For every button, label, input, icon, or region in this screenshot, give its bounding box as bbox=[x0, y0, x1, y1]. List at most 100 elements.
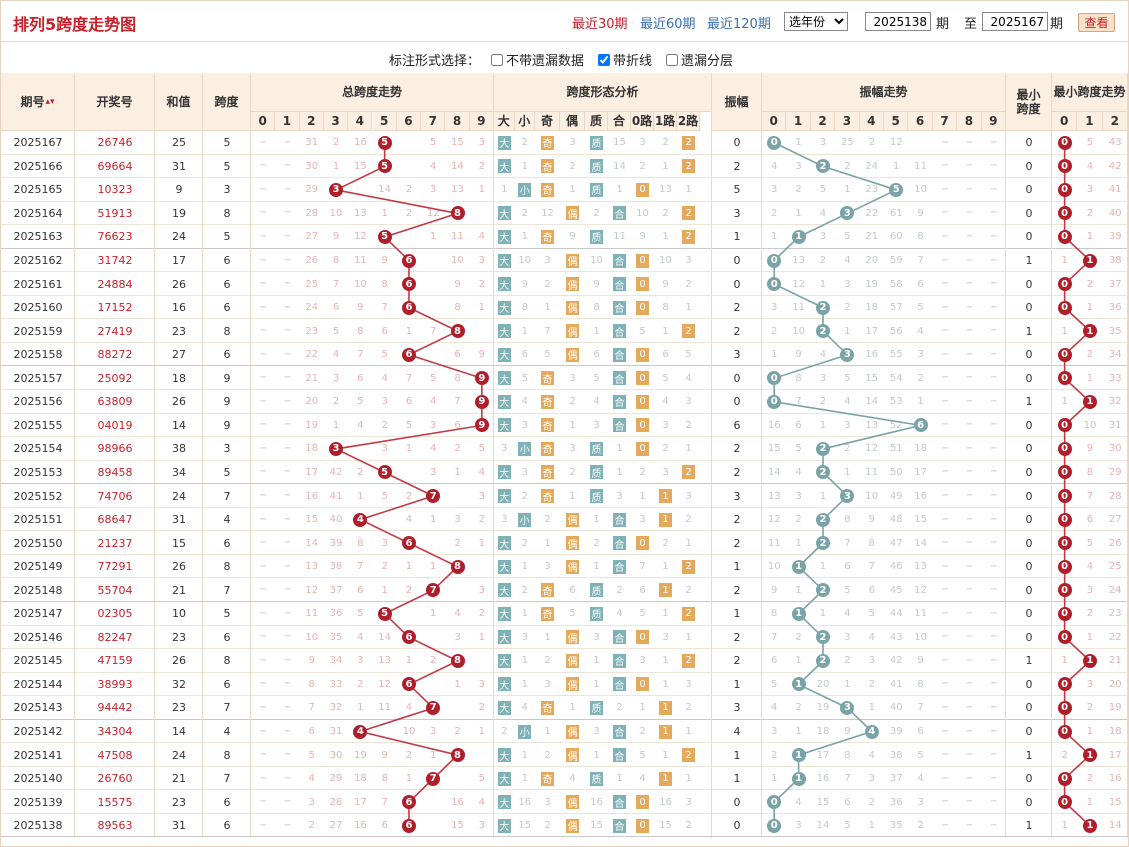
amp-trend-cell: 46 bbox=[884, 555, 908, 579]
shape-cell: 1 bbox=[535, 296, 560, 320]
shape-cell: 合 bbox=[608, 296, 631, 320]
shape-cell: 奇 bbox=[535, 178, 560, 202]
shape-cell: 3 bbox=[585, 626, 608, 650]
shape-cell: 大 bbox=[494, 131, 515, 155]
span-trend-cell: 28 bbox=[324, 790, 348, 814]
shape-cell: 1 bbox=[515, 555, 536, 579]
min-miss: 4 bbox=[1086, 561, 1094, 573]
amp-trend-cell: 58 bbox=[884, 272, 908, 296]
amp-miss: 2 bbox=[868, 137, 875, 149]
amp-value: 2 bbox=[733, 301, 741, 315]
road-tag-miss: 1 bbox=[662, 608, 669, 620]
amp-trend-cell: ━ bbox=[982, 790, 1006, 814]
min-span-value: 0 bbox=[1025, 701, 1033, 715]
span-trend-cell: 26 bbox=[300, 249, 324, 273]
query-button[interactable]: 查看 bbox=[1078, 13, 1115, 32]
option-polyline[interactable]: 带折线 bbox=[598, 50, 652, 69]
amp-miss: 41 bbox=[889, 678, 903, 690]
span-trend-cell: 12 bbox=[348, 225, 372, 249]
issue-header-label[interactable]: 期号 bbox=[20, 94, 45, 109]
amp-miss: 5 bbox=[844, 231, 851, 243]
amp-trend-cell: 9 bbox=[860, 508, 884, 532]
amp-digit-header: 9 bbox=[981, 112, 1006, 131]
min-span-value: 0 bbox=[1025, 442, 1033, 456]
amp-dash: ━ bbox=[942, 750, 948, 761]
year-select[interactable]: 选年份 bbox=[784, 12, 848, 31]
amp-digit-header: 6 bbox=[908, 112, 933, 131]
span-dash: ━ bbox=[284, 231, 291, 242]
amp-miss: 2 bbox=[844, 302, 851, 314]
span-miss: 7 bbox=[405, 372, 413, 384]
shape-cell: 质 bbox=[585, 437, 608, 461]
even-tag-miss: 3 bbox=[569, 372, 576, 384]
span-miss: 42 bbox=[329, 466, 343, 478]
span-trend-cell: 38 bbox=[324, 555, 348, 579]
road-tag: 0 bbox=[636, 300, 649, 315]
road-tag-miss: 1 bbox=[685, 726, 692, 737]
span-miss: 1 bbox=[478, 631, 486, 643]
sum-value: 23 bbox=[172, 324, 186, 338]
span-miss: 6 bbox=[381, 325, 388, 337]
span-trend-cell: 2 bbox=[397, 743, 421, 767]
period-60-link[interactable]: 最近60期 bbox=[640, 17, 696, 32]
amp-miss: 12 bbox=[865, 443, 879, 455]
shape-cell: 5 bbox=[560, 602, 585, 626]
amp-miss: 1 bbox=[771, 773, 778, 785]
draw-number: 74706 bbox=[97, 489, 133, 503]
min-trend-cell: 9 bbox=[1077, 437, 1102, 461]
span-trend-cell: 5 bbox=[421, 131, 445, 155]
span-miss: 40 bbox=[329, 514, 343, 526]
span-dash: ━ bbox=[260, 420, 266, 431]
span-value: 5 bbox=[223, 159, 231, 173]
amp-miss: 1 bbox=[795, 584, 802, 596]
to-issue-input[interactable] bbox=[982, 12, 1048, 31]
span-value: 4 bbox=[223, 513, 231, 527]
from-issue-input[interactable] bbox=[865, 12, 931, 31]
amp-trend-cell: 12 bbox=[786, 272, 810, 296]
option-layer[interactable]: 遗漏分层 bbox=[666, 50, 733, 69]
span-trend-cell: 2 bbox=[421, 649, 445, 673]
shape-cell: 10 bbox=[654, 249, 677, 273]
span-miss: 2 bbox=[381, 561, 388, 573]
period-120-link[interactable]: 最近120期 bbox=[707, 17, 771, 32]
option-layer-checkbox[interactable] bbox=[666, 53, 678, 66]
amp-miss: 2 bbox=[844, 655, 851, 667]
min-miss: 22 bbox=[1108, 631, 1122, 643]
min-span-value: 0 bbox=[1025, 206, 1033, 220]
amp-miss: 54 bbox=[889, 372, 903, 384]
amp-ball: 0 bbox=[767, 277, 782, 292]
shape-cell: 8 bbox=[654, 296, 677, 320]
span-trend-cell: 14 bbox=[300, 531, 324, 555]
option-no-miss-checkbox[interactable] bbox=[491, 53, 503, 66]
span-trend-cell: 5 bbox=[373, 461, 397, 485]
span-miss: 1 bbox=[454, 678, 461, 690]
span-trend-cell: 3 bbox=[421, 720, 445, 744]
composite-tag-miss: 2 bbox=[616, 702, 623, 714]
road-tag-miss: 1 bbox=[685, 773, 692, 785]
shape-cell: 偶 bbox=[560, 555, 585, 579]
span-value: 6 bbox=[223, 536, 231, 550]
option-polyline-checkbox[interactable] bbox=[598, 53, 610, 66]
amp-miss: 2 bbox=[819, 396, 827, 408]
span-miss: 22 bbox=[305, 349, 319, 361]
min-miss: 26 bbox=[1108, 537, 1122, 549]
amp-miss: 45 bbox=[889, 584, 903, 596]
sort-icon[interactable]: ▴▾ bbox=[45, 96, 55, 107]
span-trend-cell: 3 bbox=[373, 531, 397, 555]
amp-miss: 4 bbox=[917, 325, 924, 337]
min-trend-cell: 8 bbox=[1077, 461, 1102, 485]
amp-trend-cell: ━ bbox=[933, 602, 957, 626]
shape-cell: 1 bbox=[677, 178, 700, 202]
road-tag-miss: 1 bbox=[685, 184, 692, 196]
option-no-miss[interactable]: 不带遗漏数据 bbox=[491, 50, 584, 69]
shape-cell: 1 bbox=[654, 578, 677, 602]
min-miss: 9 bbox=[1086, 443, 1094, 455]
shape-cell: 大 bbox=[494, 626, 515, 650]
amp-trend-cell: ━ bbox=[982, 225, 1006, 249]
road-tag-miss: 16 bbox=[659, 796, 672, 808]
period-30-link[interactable]: 最近30期 bbox=[572, 17, 628, 32]
amp-miss: 7 bbox=[844, 537, 851, 549]
span-trend-cell: 27 bbox=[300, 225, 324, 249]
amp-dash: ━ bbox=[942, 679, 948, 690]
shape-cell: 大 bbox=[494, 225, 515, 249]
